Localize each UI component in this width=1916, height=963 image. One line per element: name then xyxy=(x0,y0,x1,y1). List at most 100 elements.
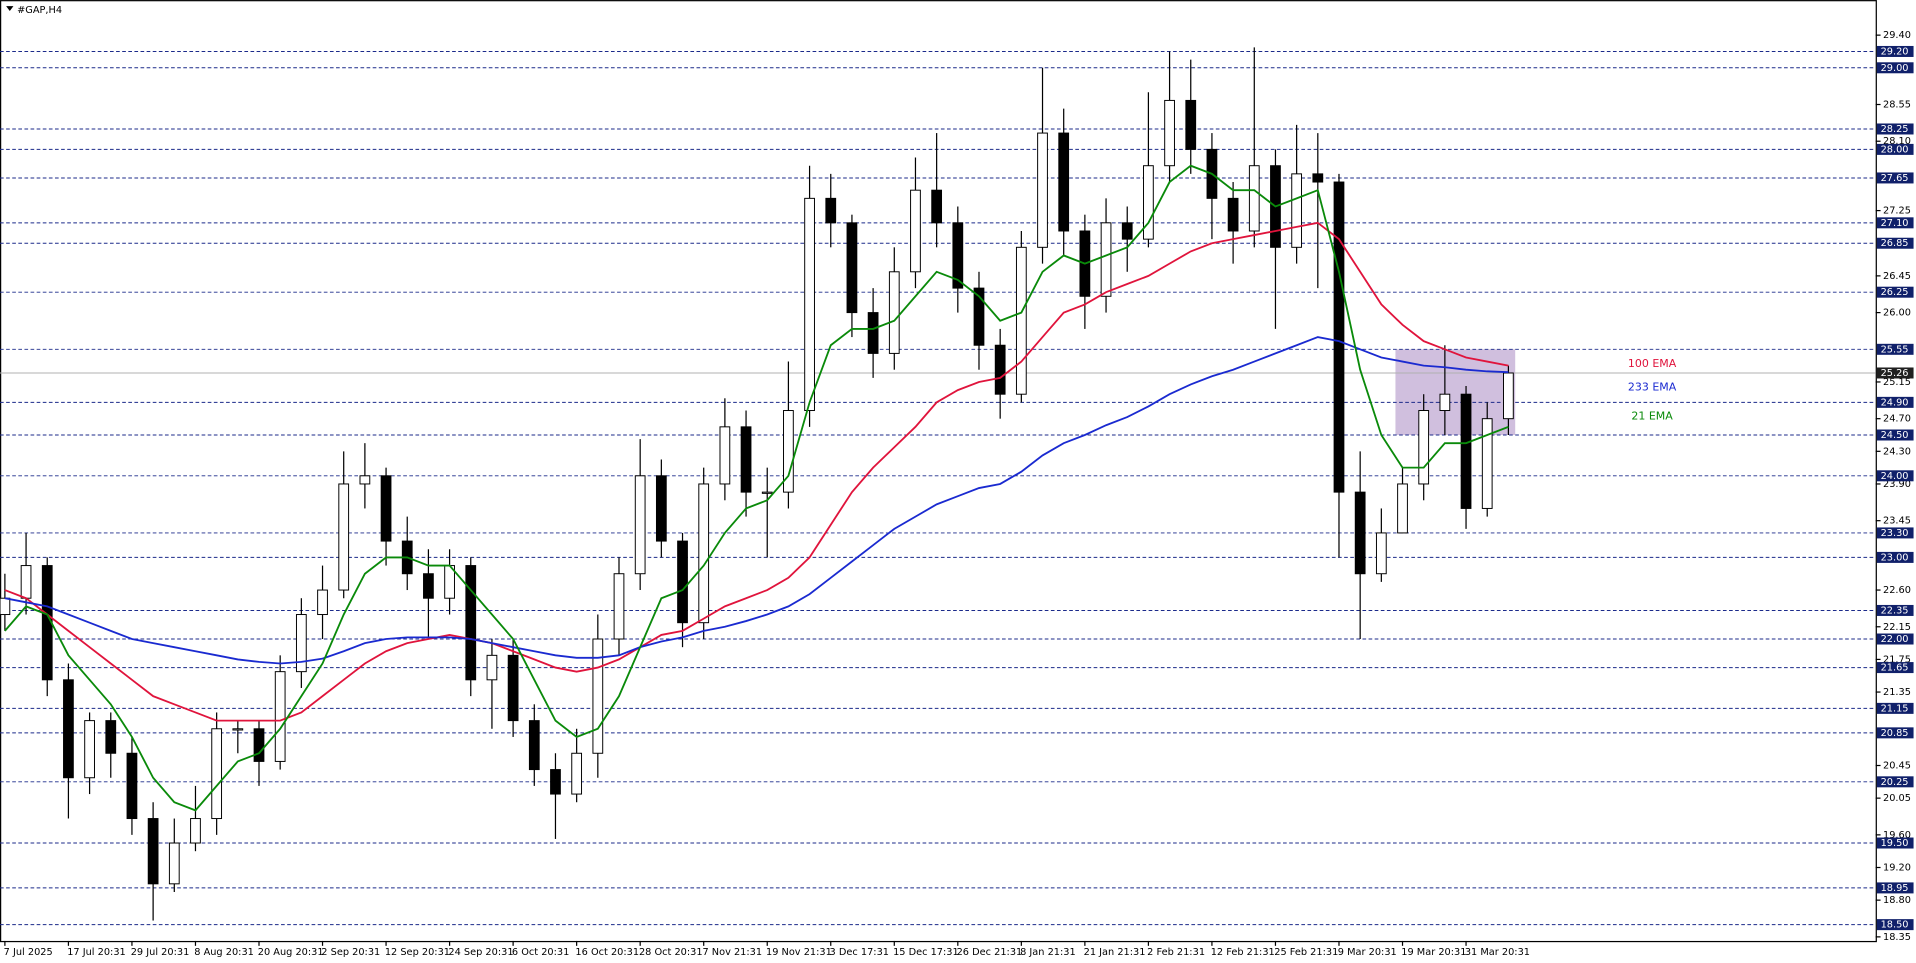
candle-body xyxy=(1227,197,1239,232)
candle-body xyxy=(910,189,921,273)
candle-body xyxy=(1503,372,1514,420)
candle-body xyxy=(528,720,540,771)
y-tick-label: 26.00 xyxy=(1883,308,1911,319)
candle-body xyxy=(1312,173,1324,183)
level-label-box xyxy=(1876,286,1914,298)
level-label-box xyxy=(1876,551,1914,563)
x-tick-label: 21 Jan 21:31 xyxy=(1084,947,1146,958)
y-tick-label: 28.10 xyxy=(1883,136,1911,147)
level-label: 24.50 xyxy=(1881,430,1909,441)
candle-body xyxy=(592,638,604,754)
x-tick-label: 29 Jul 20:31 xyxy=(131,947,190,958)
candle-body xyxy=(1015,246,1027,395)
x-tick-label: 26 Dec 21:31 xyxy=(957,947,1023,958)
level-label: 21.15 xyxy=(1881,703,1909,714)
level-label-box xyxy=(1876,776,1914,788)
level-label-box xyxy=(1876,662,1914,674)
candle-body xyxy=(168,842,180,885)
ema-label: 233 EMA xyxy=(1628,380,1677,393)
candle-body xyxy=(719,426,731,485)
y-tick-label: 21.35 xyxy=(1883,687,1911,698)
level-label-box xyxy=(1876,837,1914,849)
candle-body xyxy=(698,483,710,624)
level-label: 29.20 xyxy=(1881,46,1909,57)
candle-body xyxy=(888,271,900,354)
y-tick-label: 24.30 xyxy=(1883,446,1911,457)
candle-body xyxy=(1418,410,1430,485)
candle-body xyxy=(232,728,244,731)
x-tick-label: 6 Oct 20:31 xyxy=(512,947,569,958)
candle-body xyxy=(317,589,328,616)
level-label-box xyxy=(1876,396,1914,408)
current-price-box xyxy=(1876,367,1914,379)
x-tick-label: 19 Nov 21:31 xyxy=(766,947,832,958)
candle-body xyxy=(761,491,773,494)
level-label-box xyxy=(1876,604,1914,616)
level-label: 23.30 xyxy=(1881,528,1909,539)
candle-body xyxy=(931,189,943,224)
y-tick-label: 18.80 xyxy=(1883,895,1911,906)
x-tick-label: 2 Sep 20:31 xyxy=(321,947,380,958)
candle-body xyxy=(1121,222,1133,240)
candle-body xyxy=(1143,165,1154,240)
candle-body xyxy=(465,565,477,681)
candle-body xyxy=(211,728,223,820)
y-tick-label: 22.15 xyxy=(1883,622,1911,633)
candle-body xyxy=(1058,132,1070,232)
level-label: 19.50 xyxy=(1881,838,1909,849)
candle-body xyxy=(253,728,265,762)
x-tick-label: 25 Feb 21:31 xyxy=(1274,947,1338,958)
candle-body xyxy=(147,818,159,885)
level-label: 22.35 xyxy=(1881,605,1909,616)
candle-body xyxy=(571,752,583,795)
level-label: 26.85 xyxy=(1881,238,1909,249)
x-tick-label: 19 Mar 20:31 xyxy=(1401,947,1466,958)
x-tick-label: 9 Mar 20:31 xyxy=(1338,947,1397,958)
menu-arrow[interactable] xyxy=(6,6,14,12)
level-label-box xyxy=(1876,45,1914,57)
level-label: 29.00 xyxy=(1881,63,1909,74)
y-tick-label: 23.90 xyxy=(1883,479,1911,490)
y-tick-label: 20.45 xyxy=(1883,760,1911,771)
y-tick-label: 19.60 xyxy=(1883,830,1911,841)
candle-body xyxy=(1481,418,1493,509)
x-tick-label: 7 Jul 2025 xyxy=(4,947,53,958)
candle-body xyxy=(105,720,117,754)
candle-body xyxy=(1460,393,1472,509)
x-tick-label: 8 Jan 21:31 xyxy=(1020,947,1076,958)
candle-body xyxy=(380,475,392,542)
y-tick-label: 25.15 xyxy=(1883,377,1911,388)
y-tick-label: 22.60 xyxy=(1883,585,1911,596)
ema-label: 100 EMA xyxy=(1628,357,1677,370)
candle-body xyxy=(846,222,858,314)
candle-body xyxy=(126,752,138,820)
candle-body xyxy=(973,287,985,346)
level-label-box xyxy=(1876,727,1914,739)
y-tick-label: 24.70 xyxy=(1883,414,1911,425)
candle-body xyxy=(63,679,74,779)
candle-body xyxy=(486,654,498,681)
candle-body xyxy=(1291,173,1303,248)
candle-body xyxy=(1037,132,1048,248)
level-label-box xyxy=(1876,143,1914,155)
level-label: 28.25 xyxy=(1881,124,1909,135)
ema-line xyxy=(4,336,1509,665)
candle-body xyxy=(1185,99,1197,150)
level-label-box xyxy=(1876,702,1914,714)
candle-body xyxy=(1397,483,1408,534)
plot-frame xyxy=(0,0,1877,943)
y-tick-label: 27.25 xyxy=(1883,206,1911,217)
candle-body xyxy=(550,769,561,795)
y-tick-label: 28.55 xyxy=(1883,100,1911,111)
ema-line xyxy=(4,164,1509,812)
level-label: 27.10 xyxy=(1881,218,1909,229)
candle-body xyxy=(190,818,201,844)
level-label: 20.85 xyxy=(1881,728,1909,739)
candle-body xyxy=(338,483,350,591)
x-tick-label: 2 Feb 21:31 xyxy=(1147,947,1205,958)
candle-body xyxy=(295,614,307,673)
y-tick-label: 18.35 xyxy=(1883,932,1911,943)
x-tick-label: 8 Aug 20:31 xyxy=(194,947,254,958)
